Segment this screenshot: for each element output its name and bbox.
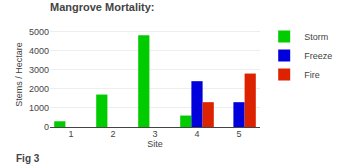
- svg-text:Storm: Storm: [304, 32, 328, 42]
- svg-text:Mangrove Mortality:: Mangrove Mortality:: [50, 1, 155, 13]
- svg-text:Stems / Hectare: Stems / Hectare: [14, 42, 24, 107]
- svg-text:Fire: Fire: [304, 70, 320, 80]
- svg-text:Freeze: Freeze: [304, 51, 332, 61]
- svg-text:4: 4: [194, 129, 199, 139]
- svg-text:3: 3: [152, 129, 157, 139]
- svg-text:1: 1: [68, 129, 73, 139]
- svg-text:4000: 4000: [29, 46, 49, 56]
- svg-text:5: 5: [236, 129, 241, 139]
- svg-text:Fig 3: Fig 3: [16, 153, 40, 164]
- svg-text:1000: 1000: [29, 103, 49, 113]
- svg-text:5000: 5000: [29, 27, 49, 37]
- svg-text:Site: Site: [147, 139, 163, 149]
- svg-text:0: 0: [44, 122, 49, 132]
- svg-text:2: 2: [110, 129, 115, 139]
- svg-text:3000: 3000: [29, 65, 49, 75]
- svg-text:2000: 2000: [29, 84, 49, 94]
